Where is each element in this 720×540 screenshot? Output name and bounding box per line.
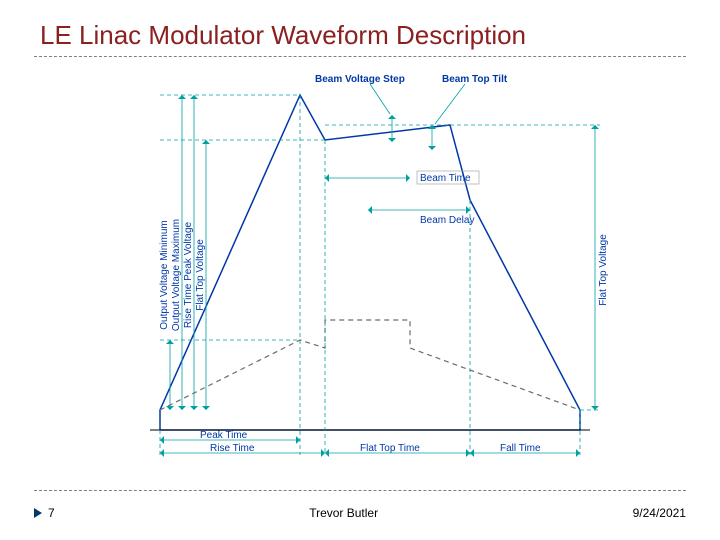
svg-text:Beam Voltage Step: Beam Voltage Step [315,74,405,85]
triangle-icon [34,508,42,518]
svg-text:Flat Top Voltage: Flat Top Voltage [598,234,609,306]
author-name: Trevor Butler [309,506,378,520]
svg-text:Beam Delay: Beam Delay [420,215,474,226]
page-num-text: 7 [48,506,55,520]
svg-text:Beam Top Tilt: Beam Top Tilt [442,74,508,85]
svg-text:Rise Time: Rise Time [210,443,255,454]
page-number: 7 [34,506,55,520]
svg-text:Rise Time Peak Voltage: Rise Time Peak Voltage [183,221,194,328]
svg-text:Flat Top Voltage: Flat Top Voltage [195,239,206,311]
svg-text:Peak Time: Peak Time [200,430,248,441]
divider-bottom [34,490,686,491]
waveform-diagram: Output Voltage MinimumOutput Voltage Max… [120,70,620,460]
footer: 7 Trevor Butler 9/24/2021 [34,506,686,520]
svg-text:Output Voltage Minimum: Output Voltage Minimum [159,220,170,330]
svg-text:Beam Time: Beam Time [420,173,471,184]
svg-text:Fall Time: Fall Time [500,443,541,454]
svg-text:Flat Top Time: Flat Top Time [360,443,420,454]
svg-text:Output Voltage Maximum: Output Voltage Maximum [171,219,182,331]
slide-date: 9/24/2021 [633,506,686,520]
divider-top [34,56,686,57]
slide: LE Linac Modulator Waveform Description … [0,0,720,540]
slide-title: LE Linac Modulator Waveform Description [40,20,526,51]
